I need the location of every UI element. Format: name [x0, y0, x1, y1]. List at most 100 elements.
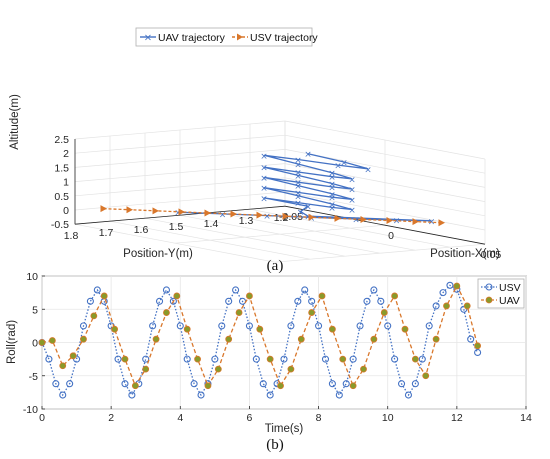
legend-usv-trajectory-label: USV trajectory: [250, 32, 318, 44]
uav-point: [173, 292, 181, 300]
legend-uav-trajectory-marker: ×: [144, 33, 152, 44]
time-tick-label: 4: [177, 412, 183, 424]
usv-point: [349, 355, 357, 363]
uav-point: [474, 342, 482, 350]
altitude-tick-labels: -0.5 0 0.5 1 1.5 2 2.5: [51, 134, 69, 231]
usv-point: [308, 297, 316, 305]
legend-a-box: [135, 27, 313, 47]
uav-trajectory-marker: ×: [328, 200, 336, 210]
usv-point: [404, 391, 413, 399]
usv-point: [342, 380, 350, 388]
usv-point: [183, 355, 191, 363]
usv-point: [425, 322, 433, 330]
usv-trajectory-marker: [412, 218, 419, 226]
position-y-axis: [74, 205, 286, 225]
usv-point: [121, 380, 129, 388]
uav-point: [80, 335, 87, 343]
uav-point: [204, 382, 212, 390]
uav-point: [308, 309, 316, 316]
altitude-tick-label: 0.5: [54, 191, 69, 203]
usv-trajectory-marker: [230, 210, 237, 218]
altitude-tick-label: 2.5: [54, 134, 69, 146]
legend-usv-label: USV: [499, 282, 521, 294]
usv-point: [370, 286, 378, 294]
uav-point: [90, 312, 98, 320]
usv-point: [301, 286, 309, 294]
usv-trajectory-marker: [308, 213, 315, 221]
usv-point: [432, 302, 440, 310]
usv-point: [169, 297, 177, 305]
usv-point: [384, 322, 392, 330]
uav-point: [370, 335, 378, 343]
usv-trajectory-marker: [100, 205, 107, 213]
uav-trajectory-marker: ×: [428, 217, 436, 227]
uav-trajectory-marker: ×: [328, 180, 336, 190]
usv-point: [467, 335, 475, 343]
usv-point: [474, 348, 482, 357]
uav-trajectory-marker: ×: [260, 194, 268, 204]
usv-point: [259, 380, 267, 388]
uav-point: [277, 382, 284, 390]
usv-point: [59, 391, 67, 399]
uav-trajectory-marker: ×: [340, 158, 348, 168]
usv-trajectory-marker: [152, 207, 159, 215]
uav-trajectory-marker: ×: [294, 192, 302, 202]
uav-point: [152, 335, 160, 343]
usv-point: [155, 297, 164, 305]
usv-trajectory-marker: [126, 206, 133, 214]
usv-point: [176, 322, 184, 330]
usv-point: [252, 355, 260, 363]
time-tick-label: 0: [39, 412, 45, 424]
usv-point: [315, 322, 323, 330]
uav-trajectory-marker: ×: [393, 216, 401, 226]
uav-trajectory-marker: ×: [304, 213, 312, 223]
usv-trajectory-marker: [438, 219, 445, 227]
grid-line-y-floor: [74, 223, 276, 263]
uav-point: [411, 355, 419, 363]
usv-point: [377, 297, 385, 305]
uav-trajectory-marker: ×: [260, 184, 268, 194]
uav-trajectory-marker: ×: [174, 209, 182, 219]
uav-trajectory-marker: ×: [294, 189, 302, 199]
usv-trajectory-line: [103, 208, 442, 224]
roll-tick-label: 10: [26, 271, 38, 283]
3d-series: ××××××××××××××××××××××××××××××××××××××××: [100, 150, 445, 227]
usv-point: [128, 391, 136, 399]
uav-trajectory-marker: ×: [260, 164, 268, 174]
usv-point: [114, 355, 122, 363]
uav-trajectory-marker: ×: [260, 152, 268, 162]
uav-trajectory-marker: ×: [348, 206, 356, 216]
time-tick-labels: 0 2 4 6 8 10 12 14: [39, 406, 532, 424]
uav-point: [443, 302, 450, 310]
uav-point: [131, 382, 139, 390]
uav-point: [453, 282, 461, 290]
altitude-axis-label: Altitude(m): [9, 94, 21, 150]
usv-point: [418, 355, 426, 363]
position-x-tick-label: 0: [388, 230, 394, 242]
uav-trajectory-marker: ×: [304, 203, 312, 213]
usv-point: [294, 297, 302, 305]
uav-point: [142, 365, 150, 373]
usv-trajectory-marker: [360, 215, 367, 223]
uav-trajectory-marker: ×: [364, 165, 372, 175]
uav-point: [100, 292, 108, 300]
usv-point: [397, 380, 406, 388]
time-tick-label: 10: [382, 412, 394, 424]
caption-a: (a): [267, 258, 284, 274]
uav-point: [339, 355, 347, 363]
roll-tick-label: -5: [29, 371, 38, 383]
position-y-tick-label: 1.3: [239, 215, 254, 227]
usv-line: [41, 284, 479, 397]
usv-point: [245, 322, 253, 330]
uav-trajectory-marker: ×: [294, 161, 302, 171]
legend-b: USV UAV: [477, 278, 525, 309]
uav-point: [380, 309, 388, 316]
uav-trajectory-marker: ×: [352, 216, 360, 226]
uav-point: [432, 335, 440, 343]
usv-point: [356, 322, 364, 330]
uav-trajectory-marker: ×: [348, 196, 356, 206]
uav-trajectory-marker: ×: [328, 183, 336, 193]
usv-point: [86, 297, 94, 305]
usv-point: [335, 391, 343, 399]
